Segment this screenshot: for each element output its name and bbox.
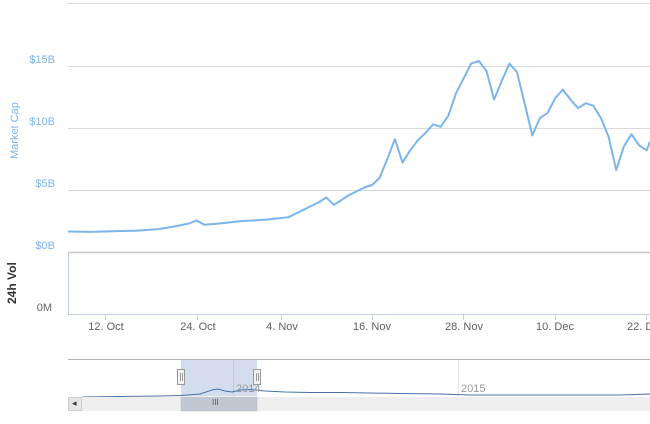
navigator-scrollbar-track (68, 397, 650, 411)
x-tick-28-nov: 28. Nov (445, 321, 483, 333)
scroll-left-button[interactable] (68, 397, 82, 411)
x-tick-12-oct: 12. Oct (88, 321, 124, 333)
volume-axis-title: 24h Vol (5, 262, 19, 304)
x-axis-ticks (105, 314, 647, 320)
navigator-label-2015: 2015 (461, 383, 486, 395)
navigator[interactable] (68, 359, 650, 412)
y-tick-0b: $0B (35, 240, 55, 252)
navigator-left-handle[interactable] (177, 369, 185, 385)
gridlines (68, 3, 650, 254)
market-cap-series-line[interactable] (67, 60, 650, 233)
navigator-label-2014: 2014 (236, 383, 261, 395)
x-tick-16-nov: 16. Nov (353, 321, 391, 333)
y-tick-5b: $5B (35, 178, 55, 190)
x-tick-24-oct: 24. Oct (180, 321, 216, 333)
y-tick-10b: $10B (29, 116, 55, 128)
y-tick-15b: $15B (29, 54, 55, 66)
scrollbar-grip-icon[interactable]: III (212, 398, 219, 407)
x-tick-10-dec: 10. Dec (536, 321, 574, 333)
market-cap-axis-title: Market Cap (9, 102, 21, 159)
scroll-left-arrow-icon[interactable]: ◂ (72, 398, 77, 408)
navigator-right-handle[interactable] (253, 369, 261, 385)
navigator-scrollbar-thumb[interactable] (180, 396, 258, 412)
x-tick-4-nov: 4. Nov (266, 321, 298, 333)
volume-tick-0m: 0M (36, 302, 52, 314)
navigator-series-line (81, 388, 650, 398)
x-tick-22-dec: 22. D (627, 321, 650, 333)
